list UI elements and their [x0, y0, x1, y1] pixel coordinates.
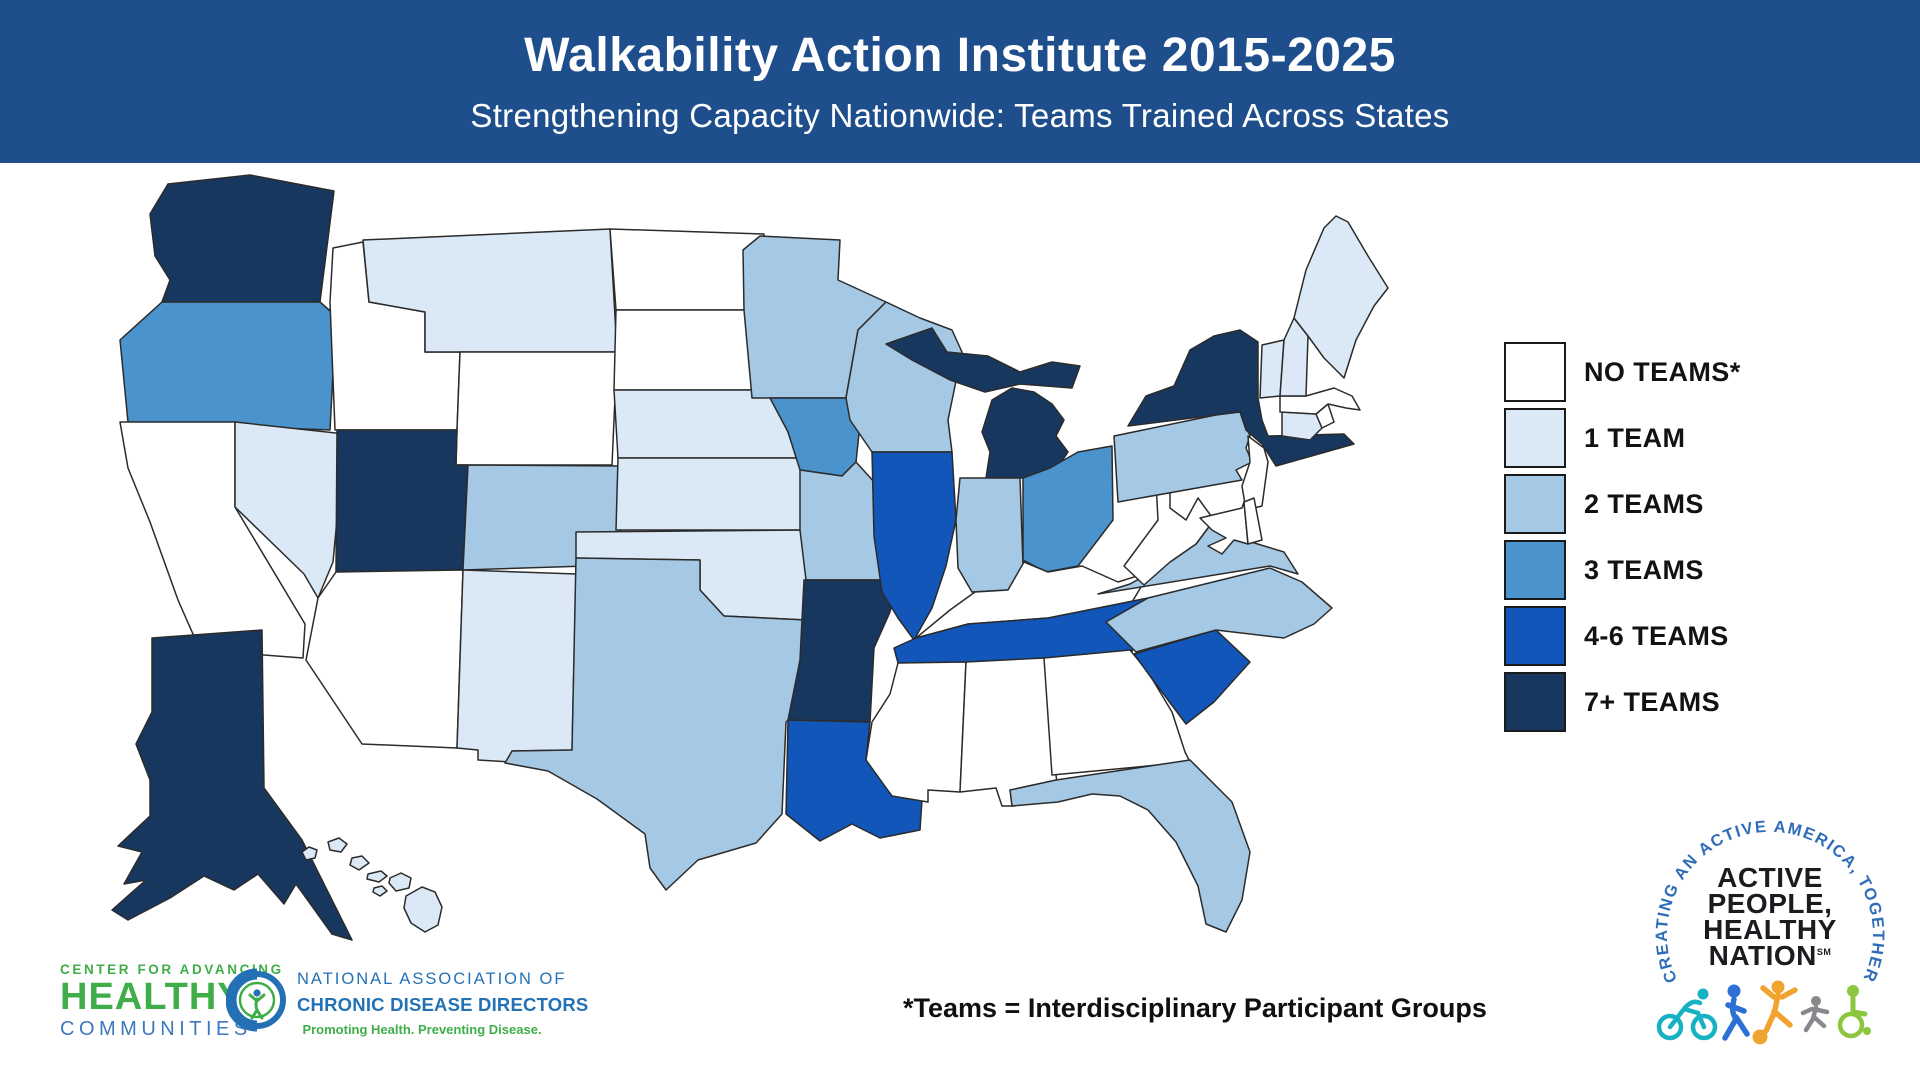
nacdd-logo: NATIONAL ASSOCIATION OF CHRONIC DISEASE … — [297, 970, 589, 1037]
state-nh — [1279, 317, 1309, 397]
aphn-line1: ACTIVE — [1717, 862, 1823, 893]
state-il — [871, 451, 957, 641]
state-ms — [865, 661, 967, 803]
state-in — [955, 477, 1024, 593]
state-tx — [504, 557, 811, 891]
map-legend: NO TEAMS* 1 TEAM 2 TEAMS 3 TEAMS 4-6 TEA… — [1504, 342, 1904, 738]
legend-swatch-2-teams — [1504, 474, 1566, 534]
state-wy — [455, 351, 618, 466]
legend-label: 3 TEAMS — [1584, 554, 1704, 585]
cahc-line2: HEALTHY — [60, 976, 244, 1018]
state-az — [305, 569, 464, 749]
state-ma — [1279, 387, 1361, 415]
aphn-line2: PEOPLE, — [1708, 888, 1833, 919]
legend-item-3-teams: 3 TEAMS — [1504, 540, 1904, 600]
state-or — [119, 301, 337, 431]
footnote: *Teams = Interdisciplinary Participant G… — [903, 993, 1487, 1023]
cahc-logo: CENTER FOR ADVANCING HEALTHY COMMUNITIES — [60, 962, 284, 1041]
nacdd-line1: NATIONAL ASSOCIATION OF — [297, 970, 567, 988]
legend-swatch-7-plus-teams — [1504, 672, 1566, 732]
aphn-line4: NATIONSM — [1709, 940, 1832, 971]
legend-label: 7+ TEAMS — [1584, 686, 1720, 717]
state-hi — [301, 837, 443, 933]
legend-swatch-no-teams — [1504, 342, 1566, 402]
aphn-line3: HEALTHY — [1703, 914, 1837, 945]
legend-label: NO TEAMS* — [1584, 356, 1741, 387]
state-ks — [615, 457, 811, 531]
nacdd-emblem-icon — [226, 968, 286, 1032]
cahc-line1: CENTER FOR ADVANCING — [60, 962, 284, 977]
state-de — [1243, 497, 1263, 545]
soccer-player-icon — [1752, 980, 1798, 1045]
small-runner-icon — [1800, 996, 1830, 1033]
header-banner: Walkability Action Institute 2015-2025 S… — [0, 0, 1920, 163]
state-nc — [1105, 567, 1333, 653]
legend-label: 4-6 TEAMS — [1584, 620, 1729, 651]
state-nm — [456, 569, 577, 763]
runner-icon — [1722, 984, 1750, 1041]
nacdd-line2: CHRONIC DISEASE DIRECTORS — [297, 994, 589, 1015]
state-sc — [1133, 629, 1251, 725]
legend-swatch-4-6-teams — [1504, 606, 1566, 666]
wheelchair-user-icon — [1837, 985, 1871, 1039]
aphn-logo: CREATING AN ACTIVE AMERICA, TOGETHER ACT… — [1653, 818, 1885, 1045]
legend-item-4-6-teams: 4-6 TEAMS — [1504, 606, 1904, 666]
page-title: Walkability Action Institute 2015-2025 — [524, 29, 1396, 82]
state-fl — [1009, 759, 1251, 933]
state-me — [1293, 215, 1389, 379]
nacdd-tagline: Promoting Health. Preventing Disease. — [302, 1022, 542, 1037]
cahc-line3: COMMUNITIES — [60, 1018, 252, 1040]
cyclist-icon — [1656, 988, 1718, 1041]
state-ny — [1127, 329, 1355, 467]
legend-item-2-teams: 2 TEAMS — [1504, 474, 1904, 534]
state-ar — [787, 579, 899, 723]
legend-item-no-teams: NO TEAMS* — [1504, 342, 1904, 402]
legend-item-7-plus-teams: 7+ TEAMS — [1504, 672, 1904, 732]
legend-label: 1 TEAM — [1584, 422, 1686, 453]
state-ut — [335, 429, 469, 573]
legend-swatch-3-teams — [1504, 540, 1566, 600]
legend-item-1-team: 1 TEAM — [1504, 408, 1904, 468]
legend-swatch-1-team — [1504, 408, 1566, 468]
page-subtitle: Strengthening Capacity Nationwide: Teams… — [470, 97, 1450, 134]
state-md — [1199, 501, 1249, 555]
state-wa — [149, 174, 335, 303]
legend-label: 2 TEAMS — [1584, 488, 1704, 519]
state-ak — [111, 629, 353, 941]
